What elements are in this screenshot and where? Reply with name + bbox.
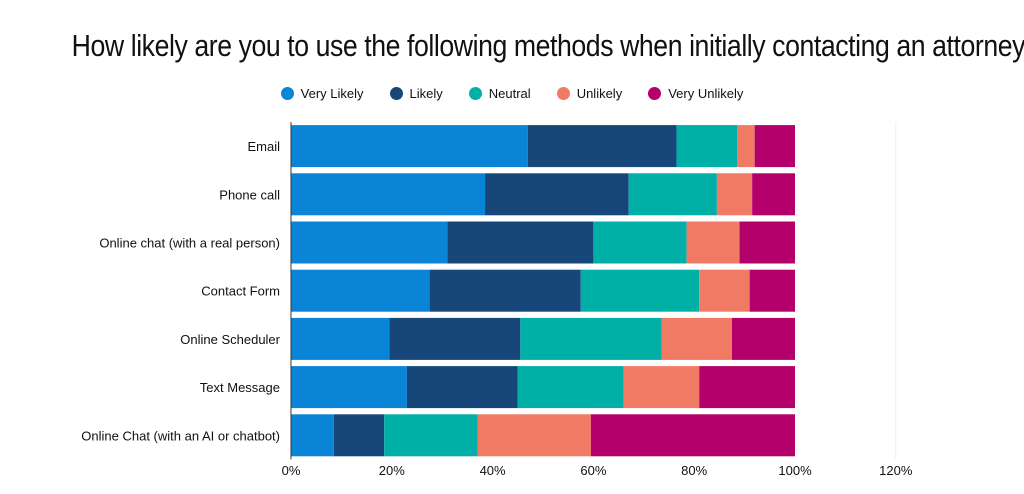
bar-segment-very-unlikely[interactable] bbox=[699, 366, 795, 409]
bar-segment-neutral[interactable] bbox=[580, 269, 700, 312]
bar-segment-very-likely[interactable] bbox=[291, 221, 448, 264]
legend-item-very-likely[interactable]: Very Likely bbox=[280, 86, 364, 101]
x-tick-label: 60% bbox=[580, 463, 606, 478]
bar-segment-very-likely[interactable] bbox=[291, 317, 390, 360]
category-label: Online Chat (with an AI or chatbot) bbox=[81, 428, 280, 443]
bar-segment-very-unlikely[interactable] bbox=[754, 125, 795, 168]
category-label: Text Message bbox=[200, 380, 280, 395]
bar-segment-very-unlikely[interactable] bbox=[590, 414, 795, 457]
bar-segment-likely[interactable] bbox=[406, 366, 518, 409]
x-tick-label: 40% bbox=[480, 463, 506, 478]
x-tick-label: 0% bbox=[282, 463, 301, 478]
bar-segment-unlikely[interactable] bbox=[477, 414, 591, 457]
x-tick-label: 20% bbox=[379, 463, 405, 478]
category-label: Online chat (with a real person) bbox=[99, 236, 280, 251]
legend-label: Very Likely bbox=[300, 86, 364, 101]
bar-segment-very-unlikely[interactable] bbox=[752, 173, 795, 216]
legend-label: Likely bbox=[409, 86, 443, 101]
bar-segment-likely[interactable] bbox=[527, 125, 677, 168]
bar-segment-neutral[interactable] bbox=[384, 414, 478, 457]
category-label: Contact Form bbox=[201, 284, 280, 299]
bar-segment-likely[interactable] bbox=[333, 414, 385, 457]
bar-segment-neutral[interactable] bbox=[520, 317, 662, 360]
legend-marker-unlikely bbox=[556, 87, 570, 100]
legend-item-unlikely[interactable]: Unlikely bbox=[556, 86, 623, 101]
legend-marker-very-unlikely bbox=[648, 87, 662, 100]
bar-segment-neutral[interactable] bbox=[676, 125, 738, 168]
x-tick-label: 100% bbox=[778, 463, 812, 478]
bar-segment-unlikely[interactable] bbox=[623, 366, 700, 409]
bar-segment-unlikely[interactable] bbox=[661, 317, 732, 360]
category-label: Online Scheduler bbox=[180, 332, 280, 347]
bar-segment-likely[interactable] bbox=[485, 173, 629, 216]
chart-title: How likely are you to use the following … bbox=[71, 28, 1024, 63]
bar-segment-unlikely[interactable] bbox=[716, 173, 753, 216]
bar-segment-neutral[interactable] bbox=[517, 366, 624, 409]
bar-segment-very-likely[interactable] bbox=[291, 366, 407, 409]
bar-segment-unlikely[interactable] bbox=[686, 221, 740, 264]
bar-segment-likely[interactable] bbox=[447, 221, 594, 264]
bar-segment-unlikely[interactable] bbox=[699, 269, 750, 312]
bar-segment-very-likely[interactable] bbox=[291, 269, 430, 312]
bar-segment-likely[interactable] bbox=[429, 269, 581, 312]
legend-label: Very Unlikely bbox=[668, 86, 744, 101]
bar-segment-very-likely[interactable] bbox=[291, 173, 486, 216]
legend-marker-very-likely bbox=[280, 87, 294, 100]
x-tick-label: 120% bbox=[879, 463, 913, 478]
x-tick-label: 80% bbox=[681, 463, 707, 478]
legend-label: Unlikely bbox=[576, 86, 623, 101]
bar-segment-unlikely[interactable] bbox=[737, 125, 755, 168]
bar-segment-neutral[interactable] bbox=[628, 173, 717, 216]
bar-segment-very-unlikely[interactable] bbox=[749, 269, 795, 312]
category-label: Phone call bbox=[219, 187, 280, 202]
bar-segment-very-likely[interactable] bbox=[291, 414, 334, 457]
legend-item-very-unlikely[interactable]: Very Unlikely bbox=[648, 86, 743, 101]
legend-item-neutral[interactable]: Neutral bbox=[468, 86, 531, 101]
bar-segment-very-likely[interactable] bbox=[291, 125, 528, 168]
bar-segment-neutral[interactable] bbox=[593, 221, 687, 264]
legend-marker-likely bbox=[389, 87, 403, 100]
category-label: Email bbox=[247, 139, 280, 154]
bar-segment-very-unlikely[interactable] bbox=[732, 317, 795, 360]
legend-marker-neutral bbox=[468, 87, 482, 100]
bar-segment-very-unlikely[interactable] bbox=[739, 221, 795, 264]
legend-label: Neutral bbox=[488, 86, 531, 101]
legend: Very Likely Likely Neutral Unlikely Very… bbox=[0, 86, 1024, 101]
legend-item-likely[interactable]: Likely bbox=[389, 86, 443, 101]
bar-segment-likely[interactable] bbox=[389, 317, 521, 360]
